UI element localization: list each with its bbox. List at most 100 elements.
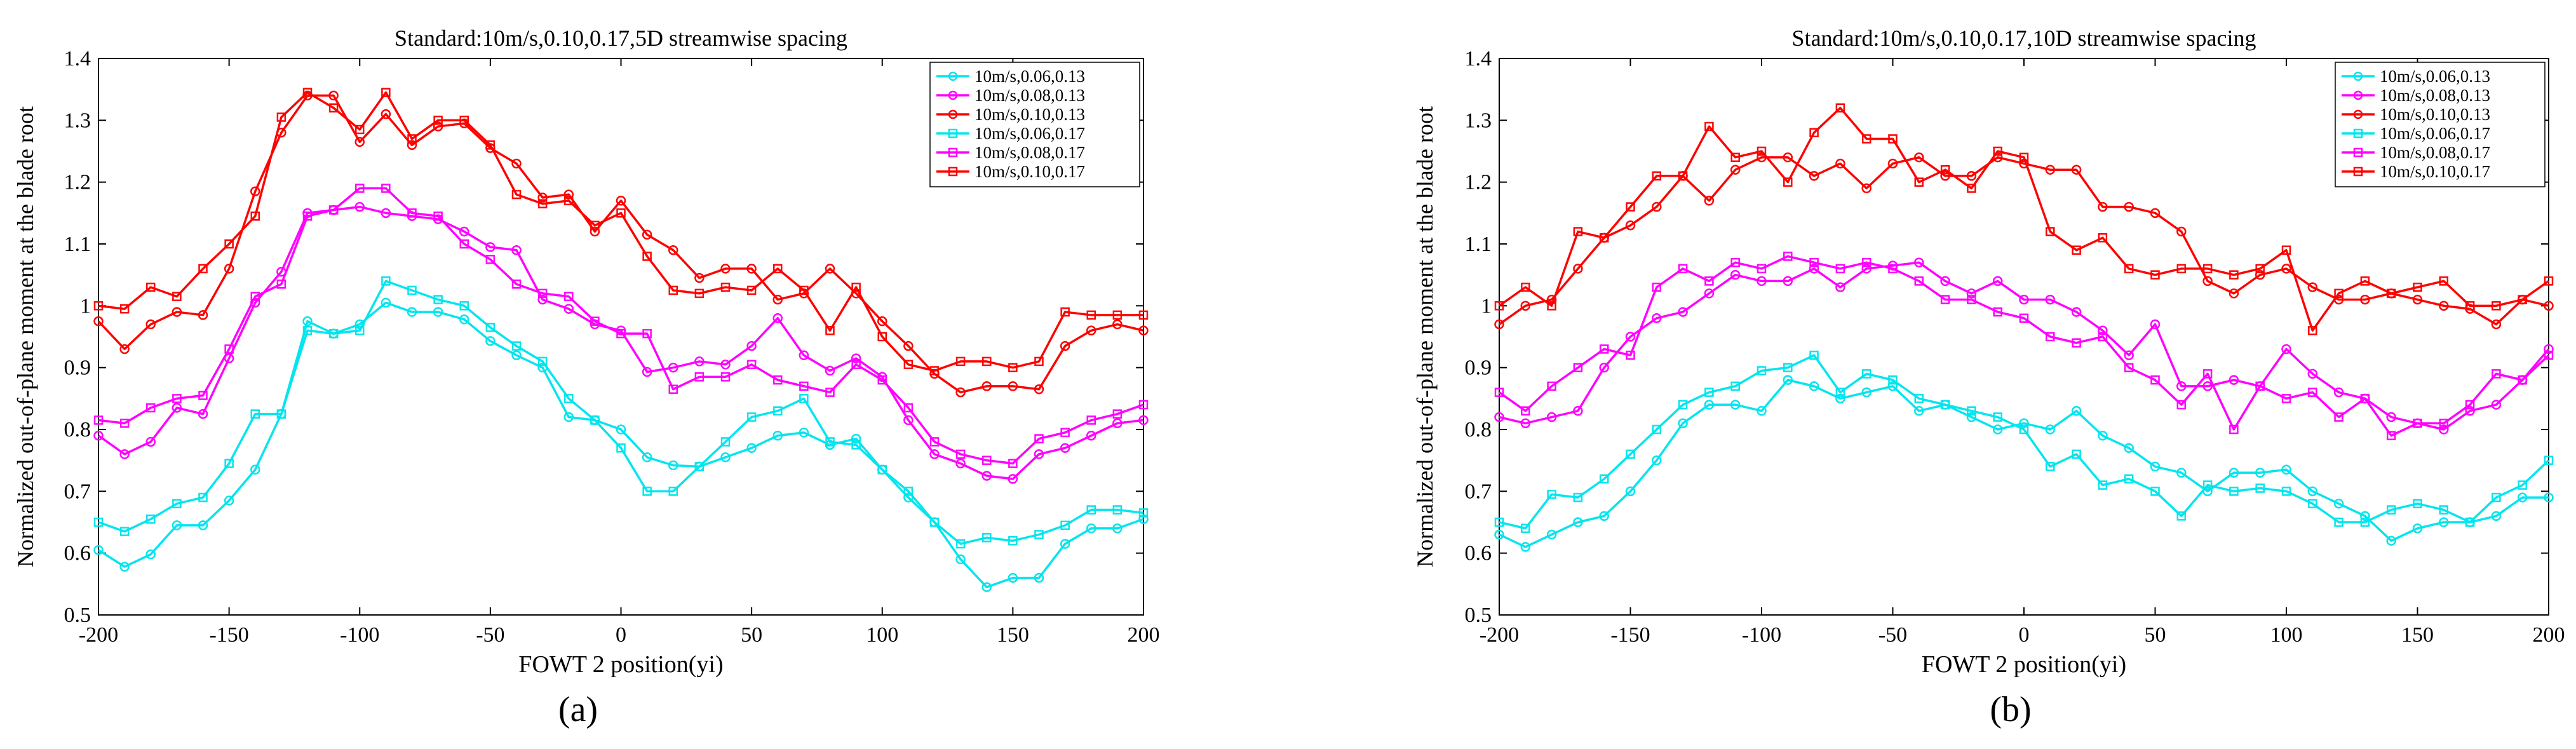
- x-tick-label: 50: [741, 623, 762, 647]
- data-point: [1573, 492, 1583, 503]
- data-point: [720, 282, 731, 292]
- data-point: [328, 103, 339, 113]
- data-point: [694, 273, 705, 283]
- data-point: [903, 341, 914, 351]
- data-point: [2124, 201, 2134, 212]
- data-point: [2308, 388, 2317, 397]
- data-point: [2098, 233, 2108, 243]
- data-point: [1914, 394, 1924, 403]
- data-point: [1599, 344, 1609, 354]
- data-point: [2045, 294, 2056, 305]
- data-point: [2544, 344, 2554, 354]
- x-axis-label: FOWT 2 position(yi): [518, 651, 723, 678]
- data-point: [1993, 412, 2002, 422]
- data-point: [2098, 480, 2108, 490]
- legend-item: 10m/s,0.06,0.17: [2342, 124, 2490, 143]
- data-point: [1940, 295, 1950, 304]
- data-point: [1888, 264, 1898, 274]
- y-tick-label: 0.9: [1465, 356, 1492, 380]
- series-1: [1494, 257, 2554, 435]
- data-point: [2098, 332, 2108, 342]
- data-point: [172, 520, 182, 530]
- data-point: [198, 391, 208, 400]
- legend-label: 10m/s,0.08,0.17: [2380, 143, 2490, 162]
- data-point: [2229, 487, 2239, 496]
- data-point: [1112, 310, 1123, 320]
- data-point: [198, 520, 208, 530]
- data-point: [746, 412, 757, 422]
- data-point: [1783, 276, 1793, 287]
- data-point: [2176, 226, 2187, 237]
- data-point: [1547, 489, 1556, 499]
- data-point: [172, 307, 182, 317]
- data-point: [1008, 363, 1018, 372]
- data-point: [1494, 517, 1504, 527]
- legend-marker: [948, 109, 958, 119]
- data-point: [2491, 319, 2502, 330]
- data-point: [694, 356, 705, 367]
- data-point: [1034, 384, 1044, 395]
- data-point: [1599, 233, 1609, 243]
- data-point: [2439, 517, 2449, 527]
- data-point: [1086, 430, 1096, 441]
- legend-marker: [2353, 166, 2363, 177]
- legend-marker: [948, 147, 958, 158]
- data-point: [250, 464, 260, 475]
- data-point: [1992, 424, 2003, 435]
- data-point: [2412, 523, 2423, 534]
- x-tick-label: -150: [209, 623, 248, 647]
- data-point: [1060, 520, 1070, 530]
- y-tick-label: 0.9: [64, 356, 91, 380]
- data-point: [328, 205, 339, 215]
- data-point: [1678, 171, 1688, 181]
- data-point: [459, 116, 469, 125]
- data-point: [2518, 375, 2527, 385]
- data-point: [2334, 288, 2343, 299]
- legend-label: 10m/s,0.10,0.13: [2380, 105, 2490, 124]
- data-point: [1008, 459, 1018, 468]
- data-point: [2255, 269, 2265, 280]
- data-point: [119, 449, 130, 459]
- data-point: [1086, 325, 1096, 336]
- data-point: [1494, 412, 1504, 422]
- data-point: [668, 285, 678, 295]
- data-point: [2176, 381, 2187, 391]
- data-point: [433, 211, 443, 221]
- data-point: [93, 517, 104, 527]
- legend-label: 10m/s,0.06,0.13: [2380, 67, 2490, 86]
- chart-title: Standard:10m/s,0.10,0.17,10D streamwise …: [1792, 25, 2256, 51]
- legend-label: 10m/s,0.10,0.13: [974, 105, 1085, 124]
- y-tick-label: 0.5: [64, 604, 91, 627]
- data-point: [1993, 307, 2002, 317]
- data-point: [2202, 276, 2213, 287]
- data-point: [1625, 220, 1636, 231]
- data-point: [2124, 443, 2134, 453]
- data-point: [224, 344, 234, 354]
- data-point: [2281, 464, 2291, 475]
- data-point: [1809, 381, 1819, 391]
- legend-marker: [948, 166, 958, 177]
- data-point: [1546, 412, 1557, 422]
- data-point: [851, 282, 861, 292]
- legend-box: [2335, 62, 2546, 187]
- data-point: [1112, 505, 1123, 515]
- data-point: [1678, 264, 1688, 274]
- data-point: [2229, 288, 2239, 299]
- legend-marker: [2353, 128, 2363, 138]
- y-tick-label: 0.7: [1465, 480, 1492, 503]
- data-point: [2544, 276, 2554, 286]
- data-point: [1861, 134, 1871, 144]
- data-point: [250, 186, 260, 197]
- x-tick-label: 50: [2145, 623, 2166, 647]
- data-point: [2072, 245, 2081, 255]
- data-point: [1060, 443, 1070, 453]
- data-point: [1573, 264, 1583, 274]
- data-point: [276, 409, 287, 419]
- data-point: [2150, 208, 2161, 219]
- data-point: [2229, 375, 2239, 385]
- data-point: [616, 443, 626, 453]
- data-point: [2360, 294, 2370, 305]
- data-point: [1757, 276, 1767, 287]
- data-point: [198, 264, 208, 274]
- y-tick-label: 0.8: [64, 418, 91, 442]
